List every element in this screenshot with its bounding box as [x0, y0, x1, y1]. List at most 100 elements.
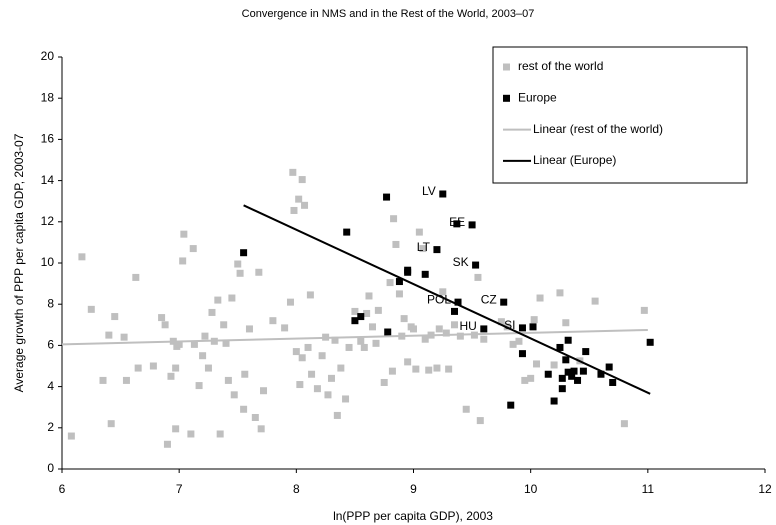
scatter-point: [360, 343, 368, 351]
scatter-point: [392, 240, 400, 248]
scatter-point: [251, 414, 259, 421]
scatter-point: [204, 364, 212, 372]
y-tick-label: 18: [41, 90, 55, 104]
scatter-point: [384, 328, 392, 336]
scatter-point: [245, 325, 253, 333]
point-label: POL: [427, 292, 451, 306]
scatter-point: [527, 374, 535, 382]
scatter-point: [412, 365, 420, 373]
scatter-point: [582, 348, 590, 356]
scatter-point: [433, 246, 441, 254]
scatter-point: [241, 370, 249, 378]
scatter-point: [324, 391, 332, 399]
scatter-point: [255, 268, 263, 276]
y-tick-label: 2: [47, 420, 54, 434]
scatter-point: [257, 425, 265, 433]
scatter-point: [556, 289, 564, 297]
scatter-point: [530, 316, 538, 324]
y-tick-label: 4: [47, 379, 54, 393]
scatter-point: [122, 376, 130, 384]
scatter-point: [269, 317, 277, 325]
scatter-point: [306, 291, 314, 299]
scatter-point: [236, 269, 244, 277]
scatter-point: [357, 313, 365, 321]
scatter-point: [574, 376, 582, 384]
scatter-point: [187, 430, 195, 438]
scatter-point: [454, 298, 462, 306]
scatter-point: [372, 339, 380, 347]
scatter-point: [342, 395, 350, 403]
point-label: SK: [453, 255, 469, 269]
scatter-point: [564, 368, 572, 376]
scatter-point: [591, 297, 599, 305]
scatter-point: [550, 397, 558, 405]
scatter-point: [472, 261, 480, 269]
scatter-point: [558, 385, 566, 393]
scatter-point: [404, 358, 412, 366]
scatter-point: [456, 332, 464, 340]
x-tick-label: 12: [758, 482, 772, 496]
scatter-point: [172, 425, 180, 433]
legend-label: Linear (rest of the world): [533, 122, 663, 136]
scatter-point: [149, 362, 157, 370]
scatter-point: [386, 279, 394, 287]
scatter-point: [640, 306, 648, 314]
y-tick-label: 20: [41, 49, 55, 63]
y-tick-label: 6: [47, 338, 54, 352]
scatter-point: [304, 343, 312, 351]
scatter-point: [620, 420, 628, 428]
scatter-point: [67, 432, 75, 440]
y-tick-label: 0: [47, 461, 54, 475]
scatter-point: [337, 364, 345, 372]
scatter-point: [564, 336, 572, 344]
scatter-point: [476, 417, 484, 425]
scatter-point: [451, 321, 459, 329]
scatter-point: [179, 257, 187, 265]
scatter-point: [351, 307, 359, 315]
scatter-point: [533, 360, 541, 368]
scatter-point: [175, 340, 183, 348]
scatter-point: [468, 221, 476, 229]
scatter-point: [597, 370, 605, 378]
scatter-point: [295, 195, 303, 203]
scatter-point: [220, 321, 228, 329]
legend-marker: [503, 94, 510, 102]
scatter-point: [562, 319, 570, 327]
scatter-point: [550, 361, 558, 369]
y-tick-label: 12: [41, 214, 55, 228]
scatter-point: [388, 367, 396, 375]
scatter-point: [507, 401, 515, 409]
scatter-point: [292, 348, 300, 356]
scatter-point: [390, 215, 398, 223]
scatter-point: [518, 324, 526, 332]
scatter-point: [327, 374, 335, 382]
x-tick-label: 6: [59, 482, 66, 496]
point-label: EE: [449, 215, 465, 229]
scatter-point: [425, 366, 433, 374]
scatter-point: [289, 168, 297, 176]
x-axis-label: ln(PPP per capita GDP), 2003: [333, 509, 493, 523]
scatter-point: [609, 378, 617, 386]
scatter-point: [201, 332, 209, 340]
scatter-point: [224, 376, 232, 384]
scatter-point: [529, 323, 537, 331]
scatter-point: [395, 290, 403, 298]
legend-marker: [503, 63, 510, 71]
scatter-point: [189, 245, 197, 253]
legend-box: [492, 46, 748, 184]
scatter-point: [345, 343, 353, 351]
scatter-point: [105, 331, 113, 339]
scatter-point: [536, 294, 544, 302]
scatter-point: [180, 230, 188, 238]
scatter-point: [167, 372, 175, 380]
scatter-point: [134, 364, 142, 372]
scatter-point: [515, 337, 523, 345]
scatter-point: [383, 193, 391, 201]
scatter-point: [111, 313, 119, 321]
scatter-point: [298, 354, 306, 362]
scatter-point: [163, 440, 171, 448]
scatter-point: [451, 307, 459, 315]
scatter-point: [107, 420, 115, 428]
scatter-point: [605, 363, 613, 371]
legend-label: Europe: [518, 90, 557, 104]
